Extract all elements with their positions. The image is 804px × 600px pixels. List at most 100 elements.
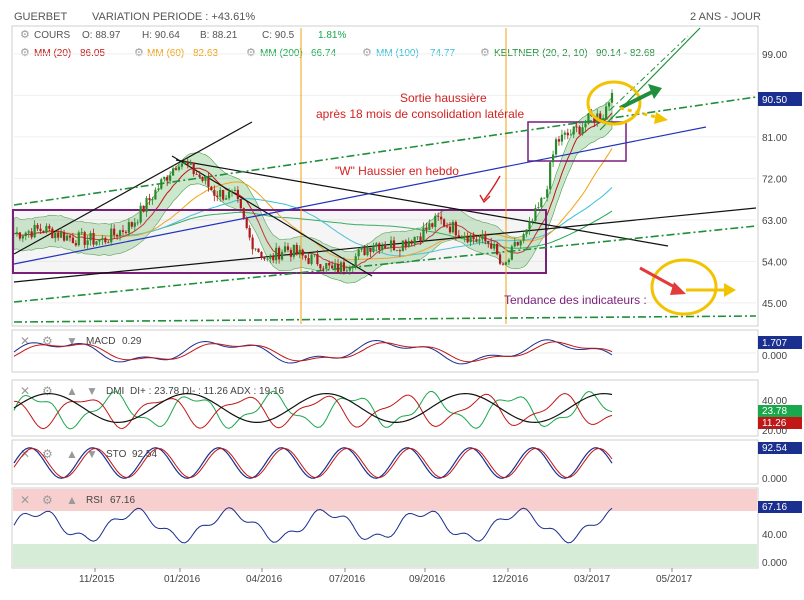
candle-body [166, 176, 169, 181]
x-tick-label: 03/2017 [574, 574, 611, 585]
candle-body [525, 229, 528, 235]
candle-body [124, 231, 128, 233]
annotation-sortie-2: après 18 mois de consolidation latérale [316, 107, 524, 121]
candle-body [348, 267, 351, 271]
candle-body [207, 178, 210, 187]
candle-body [410, 240, 413, 244]
arrow-up-icon[interactable]: ▲ [66, 493, 78, 507]
candle-body [275, 247, 278, 261]
candle-body [357, 249, 360, 257]
x-tick-label: 04/2016 [246, 574, 283, 585]
yellow-circle-legend [650, 258, 718, 316]
candle-body [104, 238, 107, 243]
candle-body [189, 162, 192, 165]
candle-body [475, 239, 478, 241]
candle-body [516, 241, 519, 246]
arrow-down-icon[interactable]: ▼ [86, 384, 98, 398]
candle-body [481, 234, 484, 240]
arrow-up-icon[interactable]: ▲ [66, 384, 78, 398]
annotation-arrow [483, 175, 501, 201]
candle-body [89, 233, 92, 241]
candle-body [572, 126, 575, 135]
gear-icon[interactable]: ⚙ [42, 447, 53, 461]
sto-badge [758, 442, 802, 454]
gear-icon[interactable]: ⚙ [246, 47, 256, 59]
candle-body [387, 247, 390, 249]
price-ytick-label: 45.00 [762, 299, 787, 310]
candle-body [233, 189, 237, 191]
candle-body [360, 247, 363, 250]
candle-body [133, 222, 136, 227]
gear-icon[interactable]: ⚙ [42, 493, 53, 507]
candle-body [186, 161, 189, 165]
macd-panel [11, 329, 759, 373]
arrow-up-icon[interactable]: ▲ [66, 447, 78, 461]
gear-icon[interactable]: ⚙ [20, 47, 30, 59]
close-icon[interactable]: ✕ [20, 447, 30, 461]
candle-body [60, 232, 63, 238]
candle-body [51, 228, 54, 239]
gear-icon[interactable]: ⚙ [20, 29, 30, 41]
candle-body [322, 268, 325, 270]
sto-panel [11, 439, 759, 485]
annotation-arrowhead [479, 194, 491, 204]
rsi-ytick-0: 0.000 [762, 558, 787, 569]
candle-body [416, 236, 419, 238]
candle-body [177, 166, 181, 170]
close-icon[interactable]: ✕ [20, 493, 30, 507]
sto-ytick: 0.000 [762, 474, 787, 485]
candle-body [118, 230, 122, 237]
macd-toolbar: ✕ ⚙ ▼ MACD 0.29 [20, 334, 142, 348]
candle-body [531, 220, 534, 222]
arrow-down-icon[interactable]: ▼ [86, 447, 98, 461]
candle-body [384, 245, 387, 249]
candle-body [280, 251, 284, 260]
candle-body [551, 154, 555, 163]
candle-body [581, 127, 584, 135]
candle-body [560, 134, 564, 142]
candle-body [130, 222, 133, 227]
candle-body [136, 222, 139, 224]
candle-body [219, 189, 222, 197]
gear-icon[interactable]: ⚙ [362, 47, 372, 59]
dmi-minus-badge [758, 417, 802, 429]
candle-body [557, 139, 561, 142]
candle-body [336, 264, 340, 273]
candle-body [501, 263, 505, 265]
candle-body [510, 246, 513, 260]
legend-close: C: 90.5 [262, 30, 295, 41]
candle-body [537, 207, 540, 209]
period-text: 2 ANS - JOUR [690, 11, 761, 23]
candle-body [142, 205, 145, 212]
candle-body [304, 255, 307, 259]
indicator-circle-legend [639, 258, 736, 316]
candle-body [345, 270, 348, 272]
candle-body [127, 222, 130, 233]
gear-icon[interactable]: ⚙ [480, 47, 490, 59]
macd-ytick: 0.000 [762, 351, 787, 362]
candle-body [83, 232, 86, 245]
candle-body [440, 216, 443, 220]
x-axis: 11/2015 01/2016 04/2016 07/2016 09/2016 12/20… [79, 568, 693, 585]
close-icon[interactable]: ✕ [20, 334, 30, 348]
close-icon[interactable]: ✕ [20, 384, 30, 398]
channel-bottom [13, 315, 757, 323]
gear-icon[interactable]: ⚙ [42, 334, 53, 348]
arrow-down-icon[interactable]: ▼ [66, 334, 78, 348]
candle-body [569, 134, 572, 136]
gear-icon[interactable]: ⚙ [134, 47, 144, 59]
candle-body [110, 228, 113, 243]
gear-icon[interactable]: ⚙ [42, 384, 53, 398]
yellow-arrow-dashed [619, 106, 661, 120]
dmi-ytick-20: 20.00 [762, 426, 787, 437]
candle-body [342, 262, 346, 271]
candle-body [442, 219, 446, 227]
candle-body [578, 126, 581, 135]
candle-body [607, 102, 611, 107]
candle-body [375, 243, 378, 247]
yellow-arrow-head-top [654, 112, 668, 124]
candle-body [113, 228, 116, 236]
candle-body [395, 250, 399, 252]
candle-body [316, 254, 319, 265]
candle-body [278, 247, 281, 260]
